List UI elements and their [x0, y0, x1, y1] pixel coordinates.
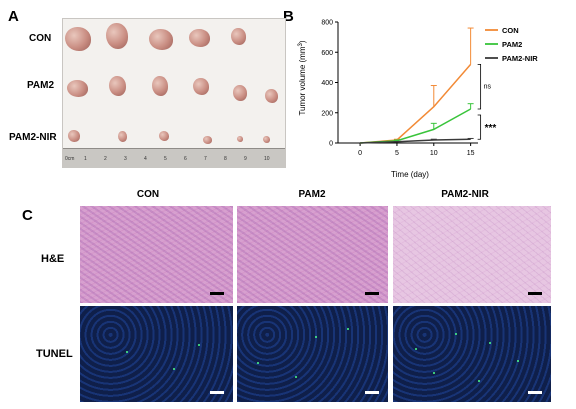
tumor-photo: 0cm 1 2 3 4 5 6 7 8 9 10: [62, 18, 286, 168]
chart-y-axis-label: Tumor volume (mm3): [298, 40, 307, 115]
tumor: [237, 136, 243, 142]
scale-bar: [528, 391, 542, 394]
tumor: [149, 29, 173, 50]
tumor: [109, 76, 126, 96]
tumor: [189, 29, 210, 47]
significance-label-ns: ns: [484, 84, 492, 91]
ruler-number: 7: [204, 156, 207, 162]
series-line-con: [360, 63, 472, 144]
tumor-volume-chart: 0 200 400 600 800 0 5 10 15 CON PAM2 PAM2-NIR ns **…: [298, 20, 538, 180]
legend-label: CON: [502, 26, 519, 35]
tumor: [263, 136, 270, 143]
chart-x-axis-label: Time (day): [391, 170, 429, 179]
ruler-number: 1: [84, 156, 87, 162]
ruler-number: 6: [184, 156, 187, 162]
scale-bar: [365, 391, 379, 394]
scale-bar: [210, 391, 224, 394]
significance-bracket: [477, 63, 482, 110]
x-tick-label: 15: [467, 150, 475, 157]
he-image-con: [80, 206, 233, 303]
tumor: [68, 130, 80, 142]
ruler-number: 0cm: [65, 156, 75, 162]
tunel-image-con: [80, 306, 233, 402]
ruler-number: 2: [104, 156, 107, 162]
ruler: 0cm 1 2 3 4 5 6 7 8 9 10: [63, 148, 285, 168]
scale-bar: [365, 292, 379, 295]
panel-a-row-label-pam2-nir: PAM2-NIR: [9, 132, 57, 143]
tumor: [159, 131, 169, 141]
panel-letter-c: C: [22, 207, 33, 224]
panel-c-col-label-pam2-nir: PAM2-NIR: [441, 189, 489, 200]
panel-letter-a: A: [8, 8, 19, 25]
y-tick-label: 200: [321, 110, 333, 117]
scale-bar: [210, 292, 224, 295]
panel-c-row-label-he: H&E: [41, 253, 65, 265]
tumor: [65, 27, 91, 51]
scale-bar: [528, 292, 542, 295]
panel-a-row-label-pam2: PAM2: [27, 80, 55, 91]
he-image-pam2: [237, 206, 388, 303]
tumor: [67, 80, 88, 97]
ruler-number: 5: [164, 156, 167, 162]
panel-c-row-label-tunel: TUNEL: [36, 348, 73, 360]
ruler-number: 8: [224, 156, 227, 162]
chart-legend: CON PAM2 PAM2-NIR: [485, 26, 538, 63]
y-tick-label: 400: [321, 80, 333, 87]
y-tick-label: 0: [329, 141, 333, 148]
y-tick-label: 600: [321, 50, 333, 57]
chart-annotations: ns ***: [477, 63, 497, 140]
tumor: [152, 76, 168, 96]
significance-label-stars: ***: [485, 123, 497, 134]
tunel-image-pam2: [237, 306, 388, 402]
tumor: [265, 89, 278, 103]
legend-label: PAM2: [502, 40, 522, 49]
tumor: [233, 85, 247, 101]
significance-bracket: [477, 114, 482, 140]
tumor: [193, 78, 209, 95]
legend-label: PAM2-NIR: [502, 54, 538, 63]
tumor: [118, 131, 127, 142]
tumor: [203, 136, 212, 144]
series-line-pam2-nir: [360, 138, 471, 144]
ruler-number: 10: [264, 156, 270, 162]
x-tick-label: 10: [430, 150, 438, 157]
panel-c-col-label-pam2: PAM2: [298, 189, 326, 200]
he-image-pam2-nir: [393, 206, 551, 303]
ruler-number: 4: [144, 156, 147, 162]
tumor: [106, 23, 128, 49]
ruler-number: 3: [124, 156, 127, 162]
tunel-image-pam2-nir: [393, 306, 551, 402]
panel-c-col-label-con: CON: [136, 189, 160, 200]
x-tick-label: 0: [358, 150, 362, 157]
tumor: [231, 28, 246, 45]
series-line-pam2: [360, 108, 471, 144]
y-tick-label: 800: [321, 20, 333, 27]
panel-letter-b: B: [283, 8, 294, 25]
ruler-number: 9: [244, 156, 247, 162]
chart-series: [360, 27, 474, 144]
x-tick-label: 5: [395, 150, 399, 157]
panel-a-row-label-con: CON: [29, 33, 52, 44]
chart-axes: 0 200 400 600 800 0 5 10 15: [321, 20, 478, 157]
